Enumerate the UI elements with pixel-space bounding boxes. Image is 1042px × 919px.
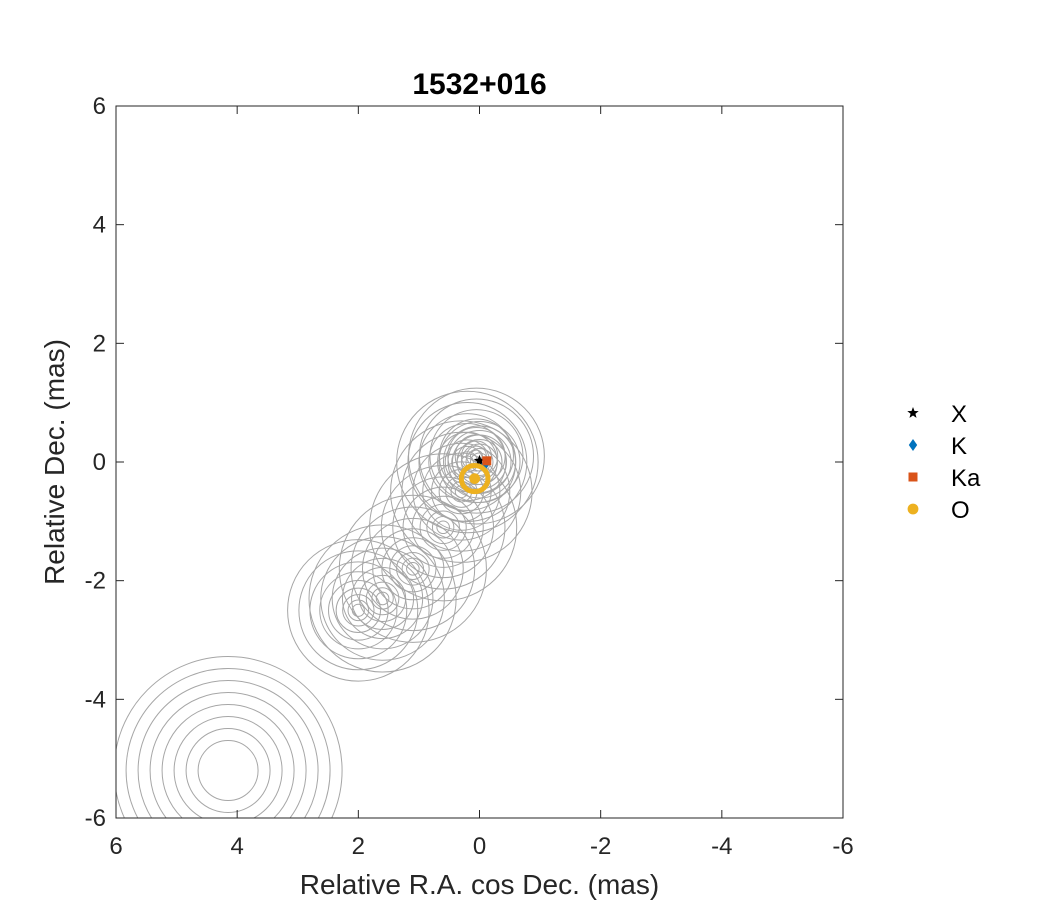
- contour-line: [347, 599, 370, 622]
- contour-line: [149, 692, 307, 818]
- contour-line: [389, 545, 437, 593]
- contour-line: [401, 557, 425, 581]
- contour-line: [465, 448, 494, 476]
- legend-label: K: [951, 433, 967, 460]
- contour-line: [116, 656, 343, 818]
- contour-line: [412, 442, 511, 541]
- legend-label: Ka: [951, 465, 981, 492]
- marker-O: [469, 473, 481, 485]
- contour-line: [447, 430, 512, 494]
- contour-line: [335, 587, 382, 634]
- contour-line: [469, 449, 483, 463]
- contour-line: [369, 453, 518, 602]
- contour-line: [342, 594, 375, 627]
- contour-line: [161, 704, 295, 818]
- contour-line: [197, 740, 259, 802]
- contour-line: [298, 550, 419, 671]
- marker-K: [908, 439, 918, 451]
- x-tick-label: 4: [230, 833, 243, 860]
- legend-label: O: [951, 497, 970, 524]
- x-axis-label: Relative R.A. cos Dec. (mas): [300, 869, 659, 900]
- y-tick-label: 2: [93, 330, 106, 357]
- x-tick-label: 6: [109, 833, 122, 860]
- marker-Ka: [908, 472, 918, 482]
- contour-line: [173, 716, 283, 818]
- contour-line: [351, 603, 365, 617]
- contour-line: [125, 668, 331, 818]
- y-tick-label: -4: [85, 686, 106, 713]
- error-ellipse-O: [458, 463, 491, 495]
- contour-line: [361, 517, 464, 620]
- contour-line: [436, 520, 450, 535]
- y-axis-label: Relative Dec. (mas): [39, 339, 70, 585]
- contour-map: [116, 387, 545, 818]
- legend: XK Ka O: [907, 401, 981, 524]
- marker-X: [907, 407, 919, 418]
- contour-line: [381, 537, 445, 601]
- contour-line: [396, 551, 430, 586]
- contour-line: [309, 561, 408, 660]
- x-axis-ticks: 6 4 2 0 -2 -4 -6: [109, 106, 854, 860]
- contour-line: [443, 425, 516, 499]
- marker-Ka: [482, 456, 492, 466]
- contour-line: [407, 402, 528, 522]
- contour-line: [456, 439, 503, 485]
- y-tick-label: 0: [93, 449, 106, 476]
- x-tick-label: 0: [473, 833, 486, 860]
- contour-line: [351, 566, 415, 630]
- contour-line: [371, 587, 394, 610]
- x-tick-label: -4: [711, 833, 732, 860]
- contour-line: [406, 562, 420, 576]
- contour-line: [137, 680, 319, 818]
- contour-line: [380, 464, 506, 590]
- contour-line: [375, 591, 390, 606]
- contour-line: [426, 510, 460, 545]
- contour-line: [419, 503, 467, 551]
- contour-line: [431, 516, 455, 539]
- x-tick-label: 2: [352, 833, 365, 860]
- contour-line: [365, 581, 400, 616]
- contour-line: [328, 580, 389, 641]
- marker-X: [473, 454, 486, 466]
- contour-line: [185, 728, 271, 814]
- y-axis-ticks: -6 -4 -2 0 2 4 6: [85, 93, 843, 832]
- x-tick-label: -6: [832, 833, 853, 860]
- contour-line: [331, 547, 434, 650]
- y-tick-label: -6: [85, 805, 106, 832]
- y-tick-label: -2: [85, 568, 106, 595]
- chart-title: 1532+016: [412, 68, 546, 101]
- contour-line: [402, 486, 484, 568]
- contour-line: [359, 574, 407, 623]
- data-markers: [458, 454, 492, 495]
- contour-line: [320, 536, 445, 661]
- contour-line: [308, 524, 457, 673]
- contour-line: [392, 476, 495, 579]
- y-tick-label: 6: [93, 93, 106, 120]
- contour-line: [390, 420, 533, 563]
- contour-line: [319, 571, 398, 650]
- contour-line: [350, 506, 476, 632]
- legend-label: X: [951, 401, 967, 428]
- contour-line: [411, 495, 475, 559]
- contour-line: [438, 421, 521, 503]
- x-tick-label: -2: [590, 833, 611, 860]
- marker-O: [907, 503, 919, 515]
- y-tick-label: 4: [93, 212, 106, 239]
